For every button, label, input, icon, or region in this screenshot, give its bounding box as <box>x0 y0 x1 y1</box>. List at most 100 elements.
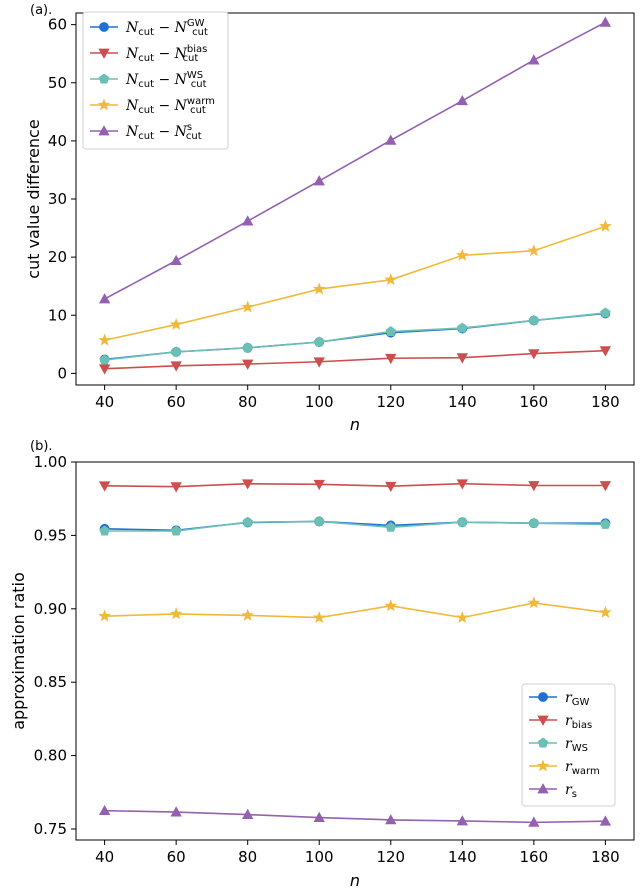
data-point-s <box>313 175 325 186</box>
y-tick-label: 0.80 <box>34 747 67 765</box>
data-point-s <box>599 815 612 826</box>
x-tick-label: 140 <box>448 848 477 866</box>
data-point-ws <box>385 326 396 336</box>
data-point-bias <box>313 479 325 491</box>
panel-b-label: (b). <box>30 439 53 454</box>
data-point-s <box>98 804 111 816</box>
legend-marker-ws <box>98 73 110 84</box>
series-line-warm <box>104 225 606 342</box>
legend-label-gw: rGW <box>565 690 589 708</box>
series-s <box>98 804 612 827</box>
data-point-bias <box>599 481 612 492</box>
legend-marker-ws <box>537 737 549 748</box>
series-line-ws <box>104 312 606 361</box>
data-point-bias <box>385 353 397 365</box>
data-point-s <box>528 54 540 65</box>
data-point-ws <box>242 516 253 527</box>
series-bias <box>98 346 612 375</box>
panel-a-ylabel: cut value difference <box>24 119 43 278</box>
data-point-ws <box>170 346 182 357</box>
legend-entry-ws: rWS <box>529 736 588 754</box>
legend-entry-s: rs <box>529 782 577 800</box>
data-point-s <box>242 808 254 820</box>
data-point-ws <box>242 342 253 353</box>
x-tick-label: 160 <box>520 848 549 866</box>
y-tick-label: 10 <box>48 306 67 324</box>
legend-label-warm: rwarm <box>565 759 600 777</box>
panel-a-label: (a). <box>30 3 52 18</box>
data-point-ws <box>457 516 468 527</box>
data-point-ws <box>99 354 110 365</box>
legend-entry-bias: Ncut − Nbias cut <box>90 44 207 64</box>
data-point-ws <box>457 322 468 333</box>
x-tick-label: 100 <box>305 393 334 411</box>
series-bias <box>98 479 612 493</box>
y-tick-label: 0.85 <box>34 673 67 691</box>
panel-b-axes: 40 60 80 100 120 140 160 180 0.75 0.80 0.85 0.90 0.9… <box>34 453 620 866</box>
panel-a-legend-box <box>82 11 229 150</box>
series-line-warm <box>104 602 606 619</box>
x-tick-label: 40 <box>95 848 114 866</box>
series-ws <box>99 515 611 536</box>
x-tick-label: 80 <box>238 393 257 411</box>
legend-label-ws: rWS <box>565 736 588 754</box>
data-point-ws <box>528 314 540 325</box>
y-tick-label: 1.00 <box>34 453 67 471</box>
legend-marker-warm <box>97 98 111 111</box>
data-point-bias <box>599 346 612 357</box>
legend-entry-gw: rGW <box>529 690 589 708</box>
data-point-ws <box>528 517 540 528</box>
panel-a-xlabel: n <box>350 415 360 434</box>
data-point-s <box>456 94 468 106</box>
x-tick-label: 120 <box>376 848 405 866</box>
series-warm <box>98 219 612 346</box>
x-tick-label: 60 <box>167 848 186 866</box>
data-point-bias <box>528 349 540 360</box>
panel-a: (a). 40 60 80 100 120 140 160 1800102030405060 … <box>24 3 635 434</box>
data-point-ws <box>314 515 325 526</box>
data-point-bias <box>242 359 254 370</box>
panel-b-xlabel: n <box>350 871 360 890</box>
data-point-bias <box>456 479 468 490</box>
y-tick-label: 0.95 <box>34 526 67 544</box>
data-point-warm <box>169 317 183 330</box>
panel-b-legend-box <box>521 683 616 807</box>
panel-b: (b). 40 60 80 100 120 140 160 180 0.75 0.80 0.85 0.… <box>9 439 635 890</box>
y-tick-label: 0.90 <box>34 600 67 618</box>
x-tick-label: 120 <box>376 393 405 411</box>
legend-label-ws: Ncut − NWS cut <box>125 70 207 90</box>
x-tick-label: 60 <box>167 393 186 411</box>
series-line-s <box>104 21 606 300</box>
x-tick-label: 180 <box>591 393 620 411</box>
legend-entry-ws: Ncut − NWS cut <box>90 70 207 90</box>
legend-entry-warm: rwarm <box>529 759 600 777</box>
data-point-ws <box>99 525 110 536</box>
data-point-s <box>456 815 468 826</box>
y-tick-label: 40 <box>48 132 67 150</box>
series-ws <box>99 307 611 365</box>
y-tick-label: 20 <box>48 248 67 266</box>
data-point-bias <box>98 364 111 375</box>
y-tick-label: 30 <box>48 190 67 208</box>
y-tick-label: 60 <box>48 16 67 34</box>
data-point-ws <box>314 336 325 347</box>
y-tick-label: 50 <box>48 74 67 92</box>
data-point-bias <box>98 481 111 492</box>
legend-marker-warm <box>536 759 550 772</box>
data-point-bias <box>170 361 182 372</box>
panel-b-frame <box>75 461 635 841</box>
series-line-s <box>104 809 606 824</box>
legend-label-s: rs <box>565 782 577 800</box>
data-point-ws <box>600 307 611 318</box>
panel-b-ylabel: approximation ratio <box>9 572 28 730</box>
data-point-warm <box>98 333 111 346</box>
data-point-bias <box>170 482 182 493</box>
panel-b-plot-area <box>98 479 612 827</box>
data-point-s <box>242 215 254 226</box>
data-point-s <box>385 134 397 145</box>
data-point-ws <box>385 521 396 532</box>
legend-label-gw: Ncut − NGW cut <box>125 18 208 38</box>
data-point-warm <box>98 609 111 622</box>
legend-marker-gw <box>99 22 109 32</box>
